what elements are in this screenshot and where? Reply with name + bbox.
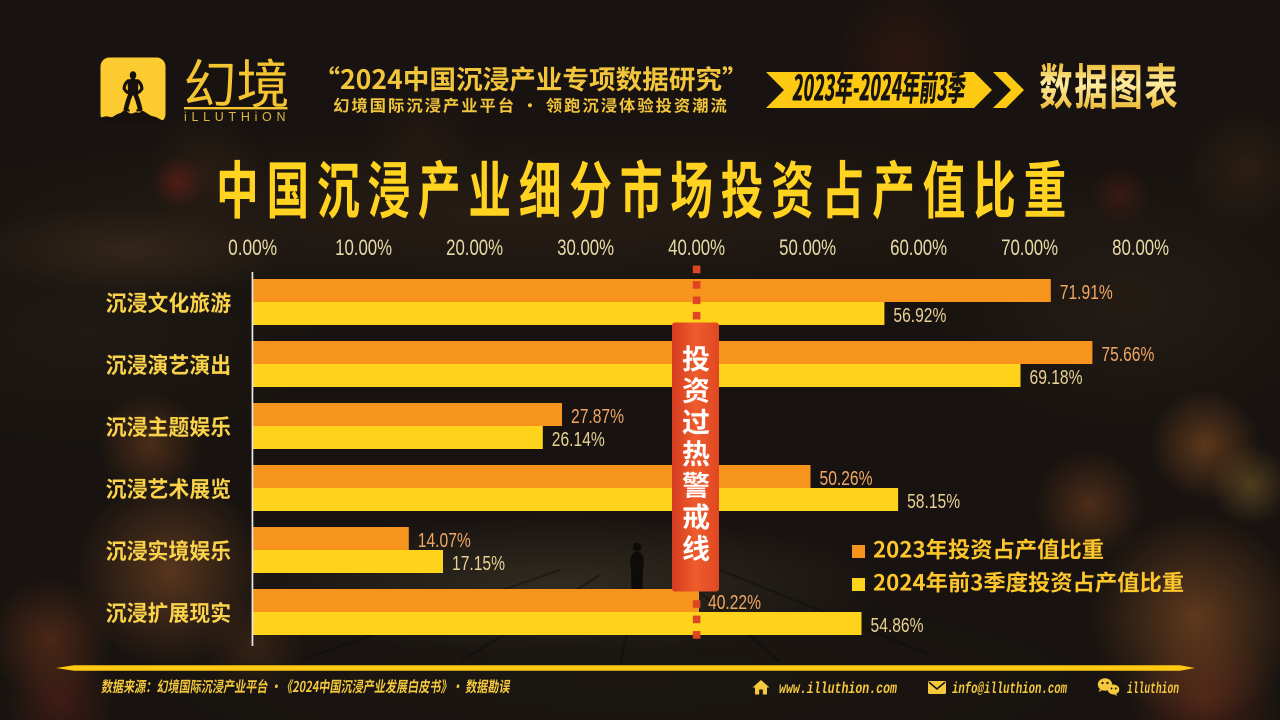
svg-text:10.00%: 10.00% <box>335 235 392 260</box>
svg-text:30.00%: 30.00% <box>557 235 614 260</box>
svg-text:26.14%: 26.14% <box>552 429 605 451</box>
svg-text:75.66%: 75.66% <box>1101 344 1154 366</box>
svg-text:54.86%: 54.86% <box>871 615 924 637</box>
svg-text:illuthion: illuthion <box>1127 680 1179 698</box>
svg-text:70.00%: 70.00% <box>1001 235 1058 260</box>
svg-text:iLLUTHiON: iLLUTHiON <box>184 110 290 124</box>
svg-text:www.illuthion.com: www.illuthion.com <box>779 680 897 698</box>
svg-text:56.92%: 56.92% <box>893 305 946 327</box>
svg-text:20.00%: 20.00% <box>446 235 503 260</box>
svg-text:50.26%: 50.26% <box>820 468 873 490</box>
svg-text:50.00%: 50.00% <box>779 235 836 260</box>
svg-text:71.91%: 71.91% <box>1060 282 1113 304</box>
svg-text:40.00%: 40.00% <box>668 235 725 260</box>
svg-text:info@illuthion.com: info@illuthion.com <box>952 680 1067 698</box>
svg-text:0.00%: 0.00% <box>228 235 277 260</box>
svg-text:60.00%: 60.00% <box>890 235 947 260</box>
svg-text:80.00%: 80.00% <box>1112 235 1169 260</box>
svg-text:14.07%: 14.07% <box>418 530 471 552</box>
svg-text:17.15%: 17.15% <box>452 553 505 575</box>
svg-text:69.18%: 69.18% <box>1030 367 1083 389</box>
svg-text:27.87%: 27.87% <box>571 406 624 428</box>
svg-text:40.22%: 40.22% <box>708 592 761 614</box>
svg-text:58.15%: 58.15% <box>907 491 960 513</box>
